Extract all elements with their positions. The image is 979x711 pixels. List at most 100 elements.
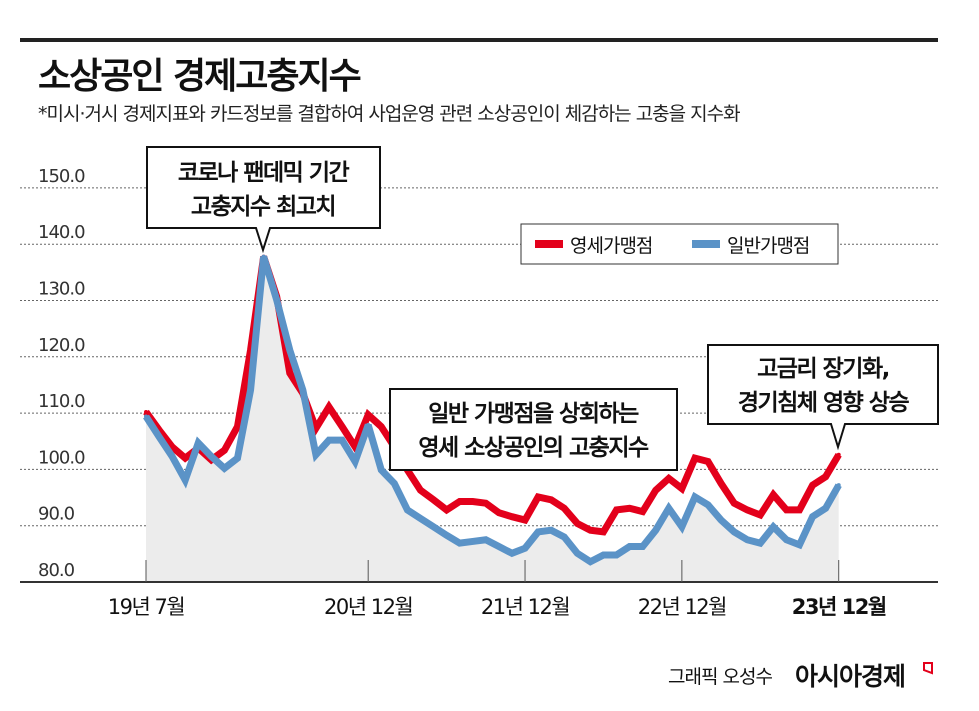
annotation-recent-rise: 고금리 장기화, 경기침체 영향 상승 [707,344,939,451]
annotation-pandemic-peak: 코로나 팬데믹 기간 고충지수 최고치 [146,146,381,254]
credit: 그래픽 오성수 [668,666,772,688]
series-line [143,255,842,566]
data-point [536,529,541,534]
data-point [170,454,175,459]
data-point [170,444,175,449]
data-point [823,506,828,511]
data-point [496,544,501,549]
data-point [326,438,331,443]
data-point [209,454,214,459]
data-point [340,424,345,429]
data-point [601,552,606,557]
data-point [431,497,436,502]
y-tick-label: 140.0 [38,222,85,243]
data-point [483,501,488,506]
x-tick-label: 19년 7월 [108,595,185,619]
data-point [183,456,188,461]
data-point [313,426,318,431]
annotation-gap: 일반 가맹점을 상회하는 영세 소상공인의 고충지수 [389,388,678,471]
data-point [353,459,358,464]
data-point [588,559,593,564]
data-point [248,388,253,393]
data-point [810,483,815,488]
data-point [745,507,750,512]
data-point [392,481,397,486]
data-point [836,452,841,457]
data-point [379,467,384,472]
data-point [653,528,658,533]
data-point [823,474,828,479]
data-point [692,456,697,461]
data-point [326,404,331,409]
data-point [706,459,711,464]
brand-logo: 아시아경제 [795,662,905,691]
data-point [784,507,789,512]
data-point [379,424,384,429]
annotation-line: 고금리 장기화, [757,356,889,382]
data-point [692,494,697,499]
data-point [431,524,436,529]
data-point [418,516,423,521]
data-point [771,524,776,529]
data-point [797,507,802,512]
data-point [144,409,148,414]
legend-swatch-blue [692,240,720,248]
x-tick-label: 21년 12월 [481,595,569,619]
data-point [810,514,815,519]
data-point [235,424,240,429]
annotation-line: 일반 가맹점을 상회하는 [428,401,639,427]
data-point [287,348,292,353]
x-axis-labels: 19년 7월 20년 12월 21년 12월 22년 12월 23년 12월 [108,560,887,619]
data-point [640,509,645,514]
data-point [614,552,619,557]
data-point [313,452,318,457]
data-point [549,497,554,502]
data-point [353,444,358,449]
data-point [627,506,632,511]
data-point [719,518,724,523]
data-point [261,254,266,259]
legend-label: 영세가맹점 [570,235,652,257]
data-point [575,551,580,556]
data-point [496,510,501,515]
y-tick-label: 110.0 [38,391,85,412]
y-tick-label: 130.0 [38,279,85,300]
legend-label: 일반가맹점 [727,235,809,257]
data-point [666,506,671,511]
data-point [405,507,410,512]
data-point [509,551,514,556]
chart-title: 소상공인 경제고충지수 [38,56,361,97]
data-point [706,502,711,507]
data-point [470,499,475,504]
brand-mark-icon [923,662,933,675]
annotation-line: 코로나 팬데믹 기간 [178,160,350,186]
data-point [653,488,658,493]
data-point [679,486,684,491]
y-tick-label: 80.0 [38,560,75,581]
y-tick-label: 100.0 [38,447,85,468]
y-tick-label: 150.0 [38,166,85,187]
data-point [758,513,763,518]
data-point [444,533,449,538]
data-point [235,456,240,461]
data-point [444,507,449,512]
data-point [549,528,554,533]
data-point [222,466,227,471]
legend-swatch-red [535,240,563,248]
series-general-merchants [143,254,842,566]
data-point [771,492,776,497]
data-point [758,541,763,546]
data-point [797,542,802,547]
data-point [300,388,305,393]
x-tick-label: 23년 12월 [792,595,886,619]
data-point [745,537,750,542]
data-point [640,544,645,549]
data-point [196,440,201,445]
data-point [366,412,371,417]
data-point [418,488,423,493]
data-point [732,501,737,506]
data-point [601,529,606,534]
data-point [523,546,528,551]
data-point [523,518,528,523]
data-point [666,476,671,481]
